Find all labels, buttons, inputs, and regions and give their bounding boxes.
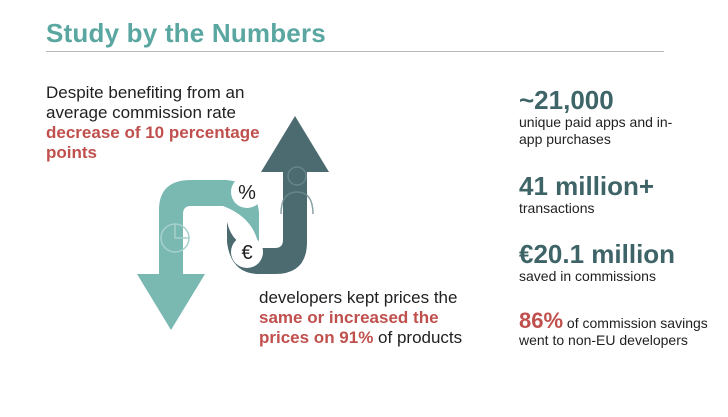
pie-chart-icon [160,223,190,253]
price-arrows-graphic: % € [137,116,329,330]
outro-text: developers kept prices the same or incre… [259,288,479,348]
stat-non-eu: 86% of commission savings went to non-EU… [519,310,709,349]
stat-value: ~21,000 [519,85,614,115]
percent-badge [231,176,263,208]
stat-apps: ~21,000 unique paid apps and in-app purc… [519,86,689,148]
outro-highlight: same or increased the prices on 91% [259,308,439,347]
up-arrow-icon [259,116,329,274]
page-title: Study by the Numbers [46,18,326,48]
percent-icon: % [238,182,256,204]
down-arrow-icon [137,180,227,330]
stat-value: €20.1 million [519,239,676,269]
person-icon [280,166,314,215]
stat-label: unique paid apps and in-app purchases [519,114,673,147]
stat-label: transactions [519,200,595,216]
outro-plain-end: of products [373,328,463,347]
intro-text: Despite benefiting from an average commi… [46,83,276,163]
stat-highlight-value: 86% [519,308,564,333]
euro-badge [231,236,263,268]
stat-value: 41 million+ [519,171,655,201]
stat-highlight-label: of commission savings went to non-EU dev… [519,315,708,348]
stat-transactions: 41 million+ transactions [519,172,689,217]
title-divider [46,51,664,52]
stat-label: saved in commissions [519,268,656,284]
stat-savings: €20.1 million saved in commissions [519,240,709,285]
euro-icon: € [241,242,252,264]
intro-highlight: decrease of 10 percentage points [46,123,260,162]
outro-plain-start: developers kept prices the [259,288,458,307]
intro-plain: Despite benefiting from an average commi… [46,83,245,122]
